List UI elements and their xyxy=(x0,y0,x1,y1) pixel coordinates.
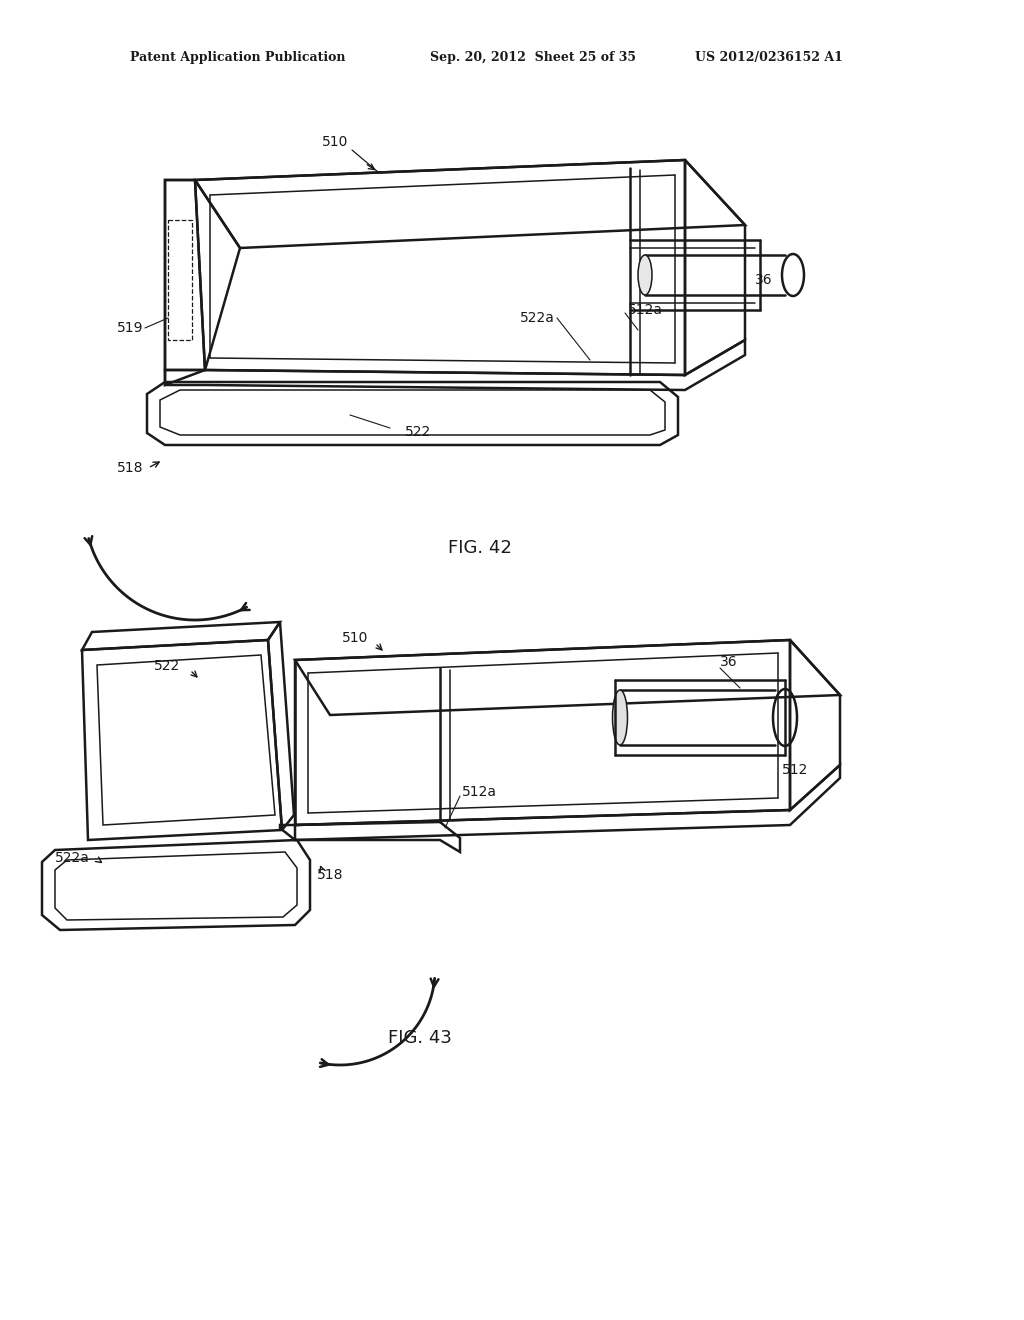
Text: Sep. 20, 2012  Sheet 25 of 35: Sep. 20, 2012 Sheet 25 of 35 xyxy=(430,51,636,65)
Text: 512: 512 xyxy=(782,763,808,777)
Text: 36: 36 xyxy=(755,273,773,286)
Ellipse shape xyxy=(638,255,652,294)
Text: 522a: 522a xyxy=(55,851,90,865)
Text: 512a: 512a xyxy=(628,304,663,317)
Text: US 2012/0236152 A1: US 2012/0236152 A1 xyxy=(695,51,843,65)
Text: 510: 510 xyxy=(322,135,348,149)
Text: 522: 522 xyxy=(154,659,180,673)
Text: 522a: 522a xyxy=(520,312,555,325)
Text: 518: 518 xyxy=(117,461,143,475)
Text: 519: 519 xyxy=(117,321,143,335)
Text: FIG. 43: FIG. 43 xyxy=(388,1030,452,1047)
Text: 510: 510 xyxy=(342,631,369,645)
Ellipse shape xyxy=(612,690,628,744)
Text: FIG. 42: FIG. 42 xyxy=(449,539,512,557)
Text: 518: 518 xyxy=(316,869,343,882)
Text: Patent Application Publication: Patent Application Publication xyxy=(130,51,345,65)
Text: 522: 522 xyxy=(404,425,431,440)
Text: 512a: 512a xyxy=(462,785,497,799)
Text: 36: 36 xyxy=(720,655,737,669)
